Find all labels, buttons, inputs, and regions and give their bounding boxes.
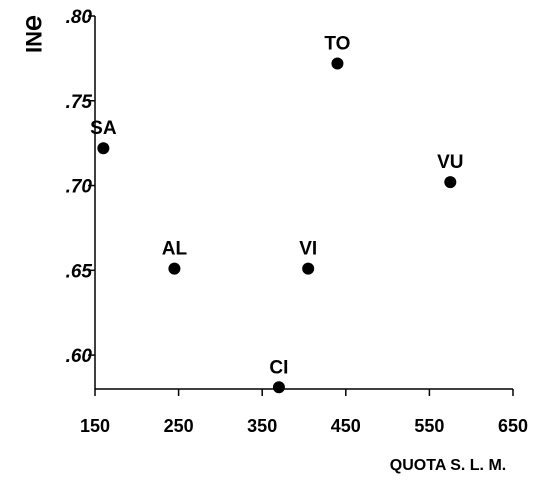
data-point-sa xyxy=(97,142,110,155)
y-tick-label: .75 xyxy=(66,92,93,113)
x-tick-label: 350 xyxy=(247,416,277,436)
data-point-al xyxy=(168,262,181,275)
point-label-vu: VU xyxy=(437,152,463,173)
x-axis-title: QUOTA S. L. M. xyxy=(390,457,506,474)
x-tick-label: 650 xyxy=(498,416,528,436)
x-tick-label: 150 xyxy=(80,416,110,436)
point-label-vi: VI xyxy=(299,239,317,260)
y-tick-label: .65 xyxy=(66,261,93,282)
y-axis-ticks: .60 .65 .70 .75 .80 xyxy=(66,7,95,367)
data-point-vi xyxy=(302,262,315,275)
y-tick-label: .80 xyxy=(66,7,93,28)
data-point-to xyxy=(331,57,344,70)
point-label-al: AL xyxy=(162,239,188,260)
x-tick-label: 550 xyxy=(414,416,444,436)
point-label-sa: SA xyxy=(90,118,117,139)
data-points: SA AL CI VI TO VU xyxy=(90,33,464,394)
x-tick-label: 250 xyxy=(164,416,194,436)
data-point-vu xyxy=(444,176,457,189)
x-tick-label: 450 xyxy=(331,416,361,436)
point-label-to: TO xyxy=(324,33,350,54)
y-tick-label: .60 xyxy=(66,346,93,367)
data-point-ci xyxy=(272,381,285,394)
point-label-ci: CI xyxy=(269,357,288,378)
x-axis-ticks: 150 250 350 450 550 650 xyxy=(80,389,528,436)
y-axis-title: ƏNI xyxy=(21,15,46,53)
y-tick-label: .70 xyxy=(66,177,93,198)
